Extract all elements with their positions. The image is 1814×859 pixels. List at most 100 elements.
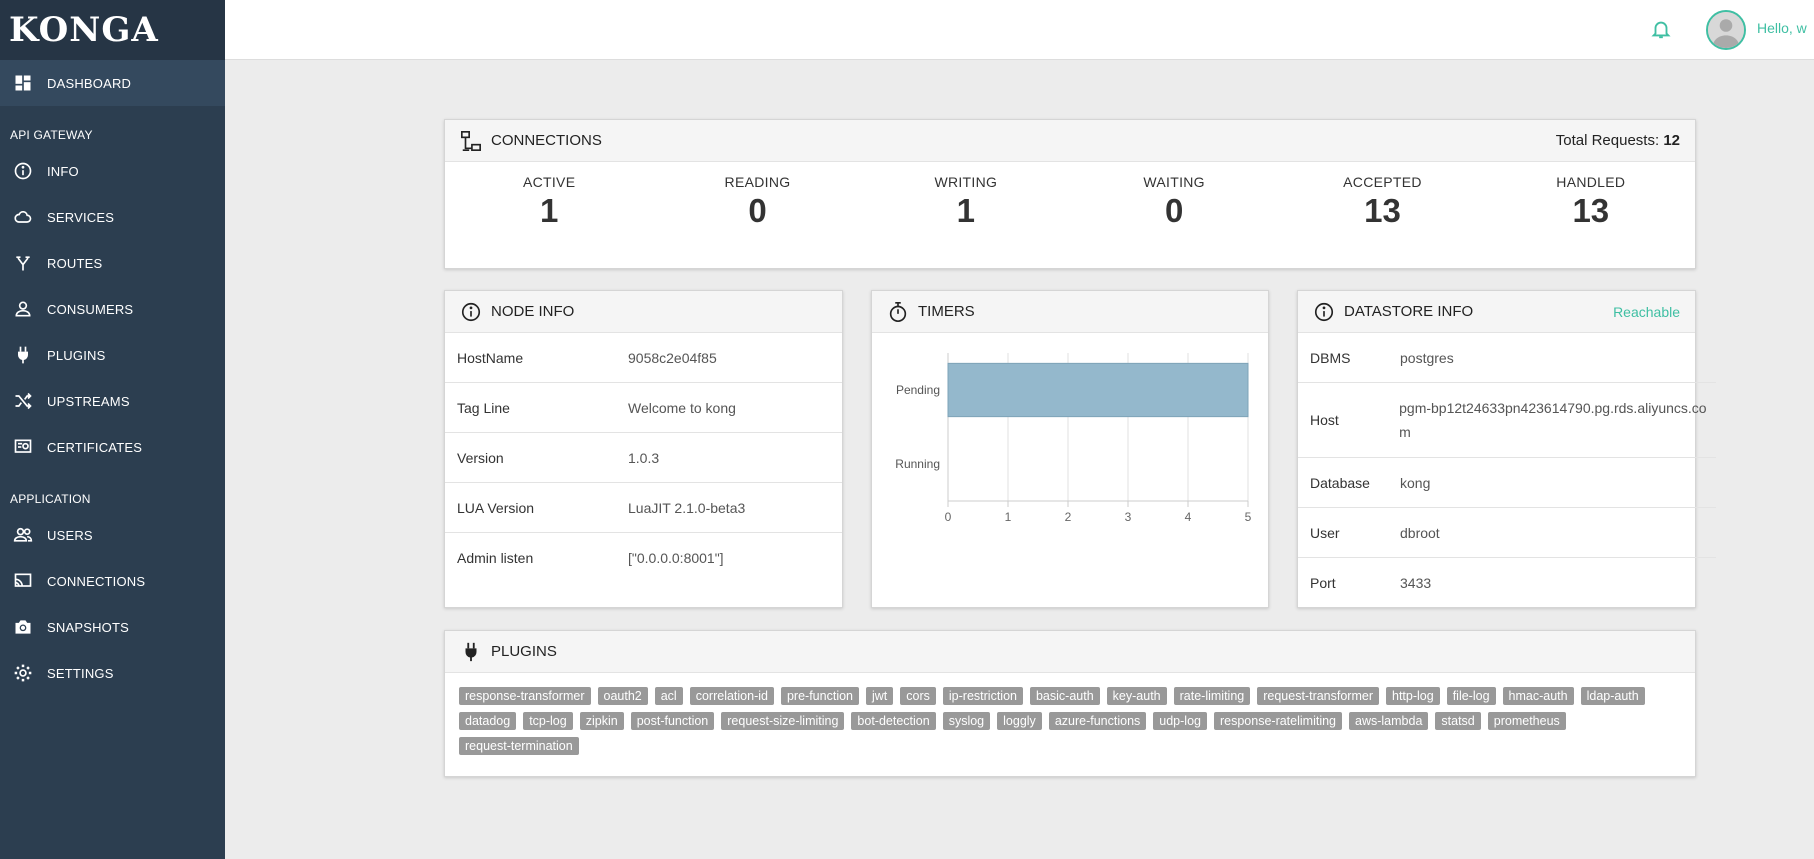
card-title: NODE INFO (491, 303, 575, 320)
plugin-tag: aws-lambda (1349, 712, 1429, 730)
plugin-tag: http-log (1386, 687, 1440, 705)
user-greeting[interactable]: Hello, w (1757, 20, 1807, 36)
cloud-icon (11, 205, 35, 229)
top-bar (225, 0, 1814, 60)
routes-icon (11, 251, 35, 275)
info-icon (1313, 301, 1335, 323)
card-title: TIMERS (918, 303, 975, 320)
sidebar-item-snapshots[interactable]: SNAPSHOTS (0, 604, 225, 650)
node-info-row: Version 1.0.3 (445, 433, 842, 483)
plugin-tag: cors (900, 687, 936, 705)
row-key: User (1310, 524, 1340, 541)
connection-stats: ACTIVE 1 READING 0 WRITING 1 WAITING 0 ACCEP… (445, 162, 1695, 230)
stat-active: ACTIVE 1 (445, 174, 653, 230)
plugin-tag: file-log (1446, 687, 1496, 705)
logo-text: KONGA (9, 10, 159, 50)
stat-value: 13 (1572, 192, 1610, 229)
avatar[interactable] (1706, 10, 1746, 50)
sidebar-item-label: USERS (47, 527, 93, 543)
logo[interactable]: KONGA (0, 0, 225, 60)
datastore-row: Database kong (1298, 458, 1716, 508)
sidebar-item-users[interactable]: USERS (0, 512, 225, 558)
card-title: CONNECTIONS (491, 132, 602, 149)
node-info-card: NODE INFO HostName 9058c2e04f85 Tag Line W… (444, 290, 843, 608)
sidebar-item-label: SETTINGS (47, 665, 114, 681)
plugin-tag: syslog (942, 712, 991, 730)
row-key: DBMS (1310, 349, 1351, 366)
sidebar-item-services[interactable]: SERVICES (0, 194, 225, 240)
datastore-row: Host pgm-bp12t24633pn423614790.pg.rds.ali… (1298, 383, 1716, 458)
gear-icon (11, 661, 35, 685)
plugin-tag: correlation-id (689, 687, 774, 705)
plugin-tag: key-auth (1106, 687, 1167, 705)
sidebar-item-consumers[interactable]: CONSUMERS (0, 286, 225, 332)
total-requests: Total Requests: 12 (1556, 132, 1680, 149)
connections-header: CONNECTIONS Total Requests: 12 (445, 120, 1695, 162)
y-category-label: Running (895, 457, 940, 471)
sidebar-item-settings[interactable]: SETTINGS (0, 650, 225, 696)
plugin-tag: request-size-limiting (721, 712, 845, 730)
stat-label: WAITING (1143, 174, 1205, 190)
stat-value: 0 (1164, 192, 1184, 229)
stat-label: ACTIVE (522, 174, 576, 190)
row-value: LuaJIT 2.1.0-beta3 (628, 499, 746, 516)
users-icon (11, 523, 35, 547)
status-badge: Reachable (1613, 303, 1680, 320)
sidebar: KONGA DASHBOARD API GATEWAY INFO SERVICE… (0, 0, 225, 859)
datastore-card: DATASTORE INFO Reachable DBMS postgres Ho… (1297, 290, 1716, 608)
certificate-icon (11, 435, 35, 459)
timers-chart: 0 1 2 3 4 5 Pending Running (895, 353, 1252, 524)
x-tick-label: 1 (1005, 510, 1012, 524)
info-icon (460, 301, 482, 323)
connections-icon (11, 569, 35, 593)
plugins-header: PLUGINS (445, 631, 1695, 673)
info-icon (11, 159, 35, 183)
shuffle-icon (11, 389, 35, 413)
total-requests-label: Total Requests: (1555, 132, 1660, 149)
sidebar-item-certificates[interactable]: CERTIFICATES (0, 424, 225, 470)
plugin-tag: response-transformer (459, 687, 591, 705)
plugins-card: PLUGINS response-transformer oauth2 acl cor… (444, 630, 1696, 777)
node-info-header: NODE INFO (445, 291, 842, 333)
row-key: Version (457, 449, 504, 466)
x-tick-label: 3 (1125, 510, 1132, 524)
sidebar-item-label: ROUTES (47, 255, 103, 271)
plugin-tag: oauth2 (597, 687, 648, 705)
sidebar-item-plugins[interactable]: PLUGINS (0, 332, 225, 378)
sidebar-item-upstreams[interactable]: UPSTREAMS (0, 378, 225, 424)
row-value: 1.0.3 (628, 449, 660, 466)
node-info-row: LUA Version LuaJIT 2.1.0-beta3 (445, 483, 842, 533)
plugin-tag: response-ratelimiting (1213, 712, 1343, 730)
row-key: Database (1310, 474, 1370, 491)
sidebar-item-dashboard[interactable]: DASHBOARD (0, 60, 225, 106)
datastore-row: Port 3433 (1298, 558, 1695, 608)
dashboard-icon (11, 71, 35, 95)
row-key: Admin listen (457, 550, 534, 566)
plug-icon (460, 641, 482, 663)
plugin-tag: rate-limiting (1173, 687, 1251, 705)
datastore-row: User dbroot (1298, 508, 1716, 558)
sidebar-item-routes[interactable]: ROUTES (0, 240, 225, 286)
sidebar-item-info[interactable]: INFO (0, 148, 225, 194)
stat-accepted: ACCEPTED 13 (1278, 174, 1486, 230)
stat-writing: WRITING 1 (862, 174, 1070, 230)
plugin-tag: jwt (866, 687, 894, 705)
plugin-tag: ip-restriction (942, 687, 1023, 705)
row-value: 3433 (1400, 575, 1432, 591)
connections-card: CONNECTIONS Total Requests: 12 ACTIVE 1 R… (444, 119, 1696, 269)
row-key: Port (1310, 575, 1336, 591)
sidebar-item-connections[interactable]: CONNECTIONS (0, 558, 225, 604)
timers-header: TIMERS (872, 291, 1268, 333)
plugin-tag: statsd (1435, 712, 1481, 730)
row-key: LUA Version (457, 499, 535, 516)
stat-label: ACCEPTED (1343, 174, 1422, 190)
plugin-tag: loggly (997, 712, 1042, 730)
chart-bar-pending (947, 362, 1249, 418)
plugin-tag: ldap-auth (1580, 687, 1645, 705)
node-info-row: HostName 9058c2e04f85 (445, 333, 842, 383)
stat-waiting: WAITING 0 (1070, 174, 1278, 230)
stat-label: WRITING (934, 174, 998, 190)
bell-icon[interactable] (1650, 18, 1672, 40)
plugin-tag: udp-log (1153, 712, 1207, 730)
sidebar-item-label: UPSTREAMS (47, 393, 130, 409)
